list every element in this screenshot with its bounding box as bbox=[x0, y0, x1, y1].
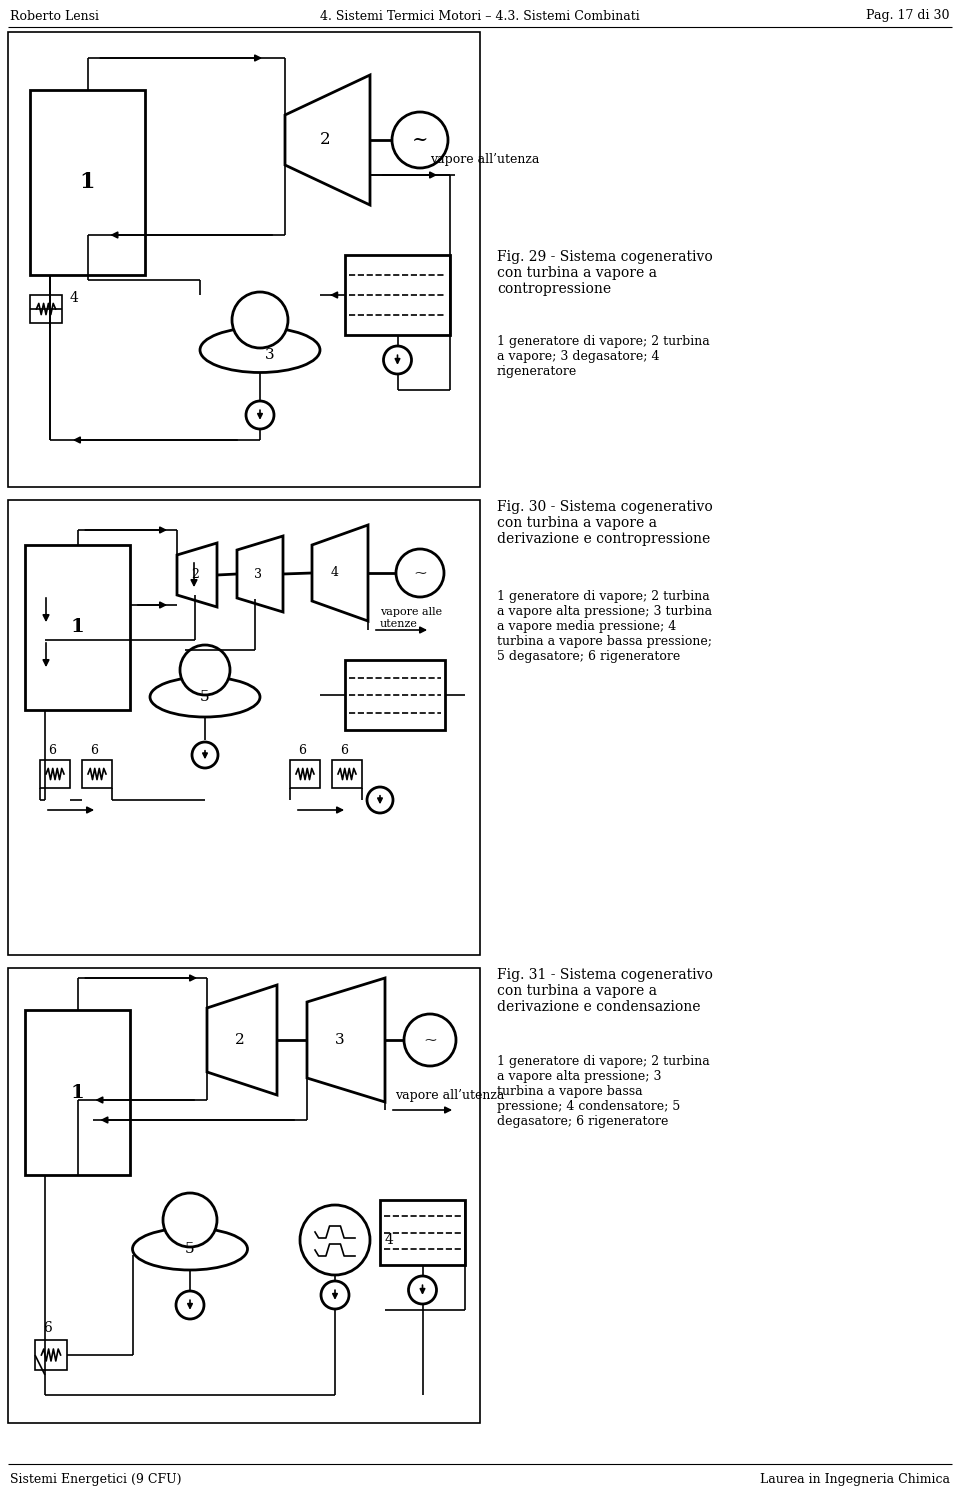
Text: Fig. 31 - Sistema cogenerativo
con turbina a vapore a
derivazione e condensazion: Fig. 31 - Sistema cogenerativo con turbi… bbox=[497, 969, 713, 1014]
Circle shape bbox=[192, 741, 218, 769]
Text: ~: ~ bbox=[412, 131, 428, 149]
Text: 1: 1 bbox=[80, 171, 95, 194]
Text: 6: 6 bbox=[48, 743, 56, 757]
Circle shape bbox=[163, 1193, 217, 1247]
Bar bbox=[25, 544, 130, 710]
Bar bbox=[8, 32, 480, 487]
Bar bbox=[345, 660, 445, 729]
Bar bbox=[40, 760, 70, 788]
Text: Roberto Lensi: Roberto Lensi bbox=[10, 9, 99, 23]
Circle shape bbox=[392, 111, 448, 168]
Polygon shape bbox=[177, 543, 217, 608]
Text: 5: 5 bbox=[201, 690, 210, 704]
Circle shape bbox=[396, 549, 444, 597]
Text: 6: 6 bbox=[90, 743, 98, 757]
Circle shape bbox=[300, 1205, 370, 1275]
Text: Pag. 17 di 30: Pag. 17 di 30 bbox=[867, 9, 950, 23]
Text: Fig. 29 - Sistema cogenerativo
con turbina a vapore a
contropressione: Fig. 29 - Sistema cogenerativo con turbi… bbox=[497, 250, 712, 296]
Ellipse shape bbox=[132, 1227, 248, 1269]
Bar bbox=[380, 1200, 465, 1265]
Bar bbox=[345, 256, 450, 335]
Circle shape bbox=[232, 292, 288, 347]
Bar bbox=[82, 760, 112, 788]
Text: 3: 3 bbox=[254, 567, 262, 581]
Circle shape bbox=[246, 402, 274, 429]
Circle shape bbox=[383, 346, 412, 374]
Text: 3: 3 bbox=[265, 347, 275, 362]
Bar bbox=[30, 90, 145, 275]
Circle shape bbox=[404, 1014, 456, 1066]
Ellipse shape bbox=[150, 677, 260, 717]
Circle shape bbox=[176, 1290, 204, 1319]
Bar bbox=[290, 760, 320, 788]
Text: 2: 2 bbox=[191, 569, 199, 582]
Bar bbox=[8, 969, 480, 1423]
Polygon shape bbox=[237, 535, 283, 612]
Text: 4: 4 bbox=[385, 1233, 394, 1247]
Polygon shape bbox=[285, 75, 370, 205]
Circle shape bbox=[367, 787, 393, 814]
Text: 4. Sistemi Termici Motori – 4.3. Sistemi Combinati: 4. Sistemi Termici Motori – 4.3. Sistemi… bbox=[320, 9, 640, 23]
Text: 2: 2 bbox=[320, 131, 330, 149]
Text: 1: 1 bbox=[71, 1083, 84, 1101]
Text: 1 generatore di vapore; 2 turbina
a vapore alta pressione; 3
turbina a vapore ba: 1 generatore di vapore; 2 turbina a vapo… bbox=[497, 1054, 709, 1128]
Text: 3: 3 bbox=[335, 1033, 345, 1047]
Text: 6: 6 bbox=[298, 743, 306, 757]
Text: 2: 2 bbox=[235, 1033, 245, 1047]
Text: 1: 1 bbox=[71, 618, 84, 636]
Text: 1 generatore di vapore; 2 turbina
a vapore alta pressione; 3 turbina
a vapore me: 1 generatore di vapore; 2 turbina a vapo… bbox=[497, 590, 712, 663]
Bar bbox=[8, 499, 480, 955]
Ellipse shape bbox=[200, 328, 320, 373]
Text: Sistemi Energetici (9 CFU): Sistemi Energetici (9 CFU) bbox=[10, 1474, 181, 1486]
Text: ~: ~ bbox=[423, 1032, 437, 1048]
Text: 5: 5 bbox=[185, 1242, 195, 1256]
Text: 6: 6 bbox=[42, 1321, 52, 1336]
Text: Laurea in Ingegneria Chimica: Laurea in Ingegneria Chimica bbox=[760, 1474, 950, 1486]
Bar bbox=[332, 760, 362, 788]
Bar bbox=[25, 1011, 130, 1175]
Text: 1 generatore di vapore; 2 turbina
a vapore; 3 degasatore; 4
rigeneratore: 1 generatore di vapore; 2 turbina a vapo… bbox=[497, 335, 709, 378]
Polygon shape bbox=[307, 978, 385, 1102]
Circle shape bbox=[321, 1281, 349, 1308]
Bar bbox=[35, 1340, 67, 1370]
Text: Fig. 30 - Sistema cogenerativo
con turbina a vapore a
derivazione e contropressi: Fig. 30 - Sistema cogenerativo con turbi… bbox=[497, 499, 712, 546]
Text: 4: 4 bbox=[331, 567, 339, 579]
Bar bbox=[30, 295, 62, 323]
Polygon shape bbox=[312, 525, 368, 621]
Text: 4: 4 bbox=[70, 290, 79, 305]
Text: vapore all’utenza: vapore all’utenza bbox=[395, 1089, 504, 1101]
Text: 6: 6 bbox=[340, 743, 348, 757]
Text: vapore alle
utenze: vapore alle utenze bbox=[380, 608, 443, 629]
Polygon shape bbox=[207, 985, 277, 1095]
Text: ~: ~ bbox=[413, 564, 427, 582]
Text: vapore all’utenza: vapore all’utenza bbox=[430, 153, 540, 167]
Circle shape bbox=[180, 645, 230, 695]
Circle shape bbox=[409, 1275, 437, 1304]
